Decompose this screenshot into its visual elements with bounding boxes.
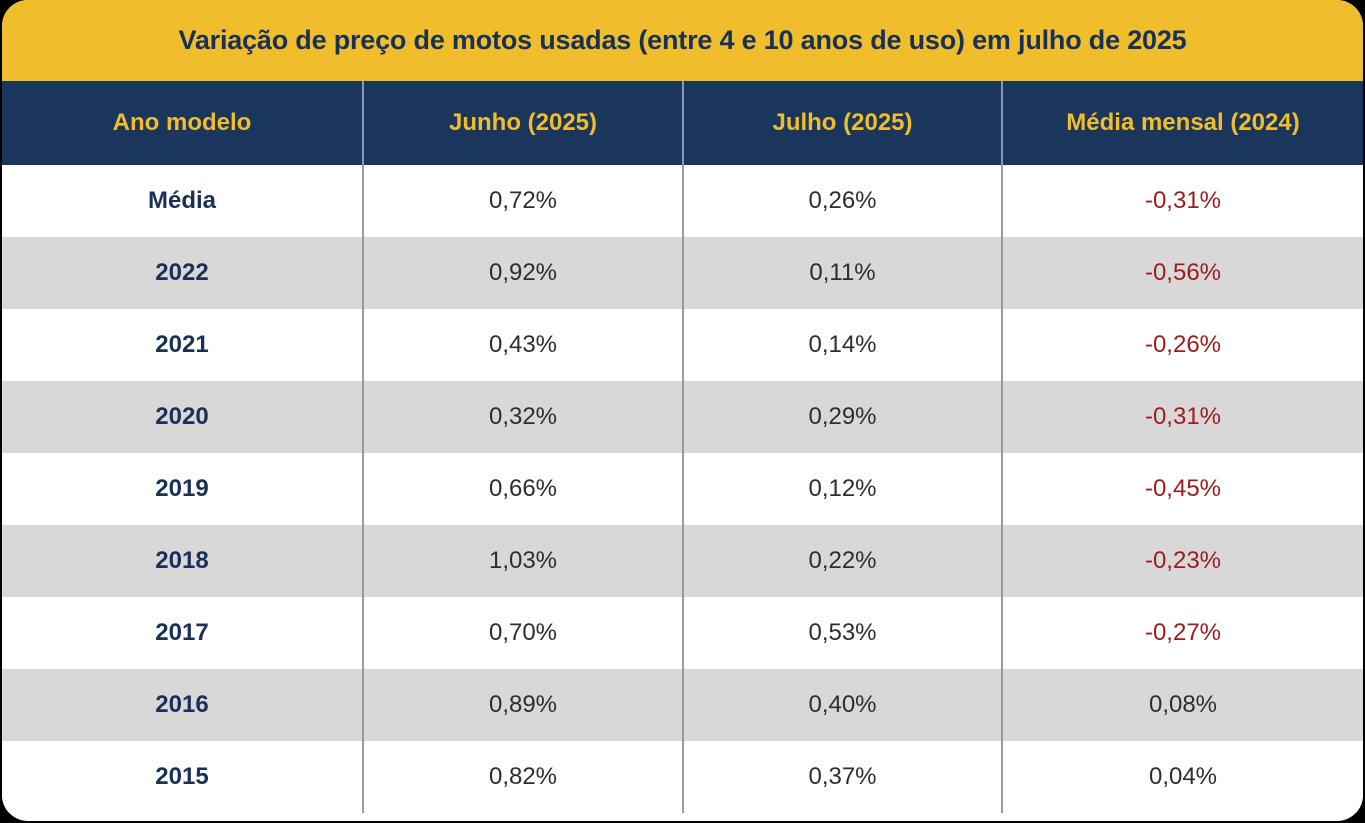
table-row: 2015 0,82% 0,37% 0,04% (2, 741, 1363, 813)
cell-julho-2025: 0,29% (683, 381, 1003, 453)
cell-media-mensal-2024: -0,23% (1002, 525, 1363, 597)
column-header-junho-2025: Junho (2025) (363, 81, 684, 165)
table-row: 2021 0,43% 0,14% -0,26% (2, 309, 1363, 381)
cell-julho-2025: 0,26% (683, 165, 1003, 237)
cell-junho-2025: 0,82% (363, 741, 684, 813)
cell-ano-modelo: 2015 (2, 741, 364, 813)
cell-julho-2025: 0,37% (683, 741, 1003, 813)
cell-ano-modelo: 2016 (2, 669, 364, 741)
cell-media-mensal-2024: -0,31% (1002, 381, 1363, 453)
title-bar: Variação de preço de motos usadas (entre… (2, 0, 1363, 81)
table-row: 2020 0,32% 0,29% -0,31% (2, 381, 1363, 453)
cell-ano-modelo: 2019 (2, 453, 364, 525)
table-row: 2019 0,66% 0,12% -0,45% (2, 453, 1363, 525)
cell-media-mensal-2024: 0,04% (1002, 741, 1363, 813)
cell-media-mensal-2024: 0,08% (1002, 669, 1363, 741)
cell-junho-2025: 1,03% (363, 525, 684, 597)
price-variation-table: Ano modelo Junho (2025) Julho (2025) Méd… (2, 81, 1363, 813)
table-row: 2022 0,92% 0,11% -0,56% (2, 237, 1363, 309)
cell-junho-2025: 0,43% (363, 309, 684, 381)
cell-media-mensal-2024: -0,56% (1002, 237, 1363, 309)
cell-ano-modelo: 2021 (2, 309, 364, 381)
column-header-media-mensal-2024: Média mensal (2024) (1002, 81, 1363, 165)
cell-ano-modelo: 2022 (2, 237, 364, 309)
cell-ano-modelo: 2018 (2, 525, 364, 597)
cell-ano-modelo: Média (2, 165, 364, 237)
table-row: 2017 0,70% 0,53% -0,27% (2, 597, 1363, 669)
table-body: Média 0,72% 0,26% -0,31% 2022 0,92% 0,11% -0,56… (2, 165, 1363, 813)
cell-junho-2025: 0,92% (363, 237, 684, 309)
table-row: 2018 1,03% 0,22% -0,23% (2, 525, 1363, 597)
cell-media-mensal-2024: -0,45% (1002, 453, 1363, 525)
cell-julho-2025: 0,12% (683, 453, 1003, 525)
cell-julho-2025: 0,53% (683, 597, 1003, 669)
cell-media-mensal-2024: -0,27% (1002, 597, 1363, 669)
cell-julho-2025: 0,14% (683, 309, 1003, 381)
cell-ano-modelo: 2017 (2, 597, 364, 669)
cell-junho-2025: 0,89% (363, 669, 684, 741)
cell-julho-2025: 0,22% (683, 525, 1003, 597)
header-row: Ano modelo Junho (2025) Julho (2025) Méd… (2, 81, 1363, 165)
column-header-ano-modelo: Ano modelo (2, 81, 364, 165)
cell-media-mensal-2024: -0,31% (1002, 165, 1363, 237)
cell-julho-2025: 0,40% (683, 669, 1003, 741)
cell-ano-modelo: 2020 (2, 381, 364, 453)
cell-julho-2025: 0,11% (683, 237, 1003, 309)
cell-junho-2025: 0,70% (363, 597, 684, 669)
column-header-julho-2025: Julho (2025) (683, 81, 1003, 165)
table-row: 2016 0,89% 0,40% 0,08% (2, 669, 1363, 741)
table-row: Média 0,72% 0,26% -0,31% (2, 165, 1363, 237)
cell-media-mensal-2024: -0,26% (1002, 309, 1363, 381)
cell-junho-2025: 0,32% (363, 381, 684, 453)
cell-junho-2025: 0,66% (363, 453, 684, 525)
cell-junho-2025: 0,72% (363, 165, 684, 237)
table-title: Variação de preço de motos usadas (entre… (178, 25, 1187, 55)
